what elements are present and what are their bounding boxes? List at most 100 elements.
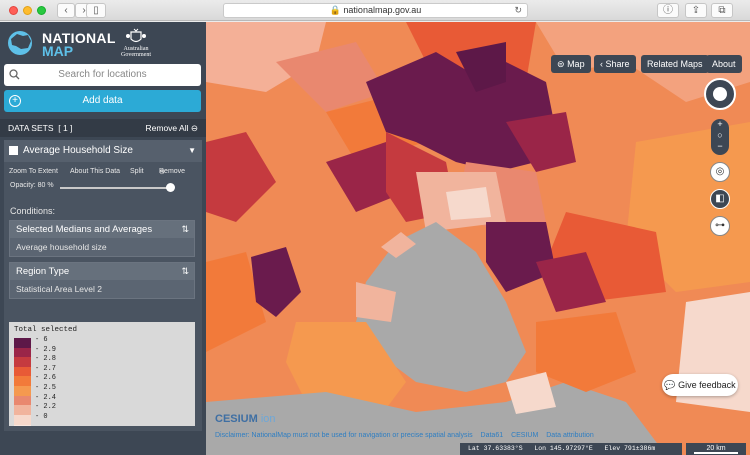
legend-label: - 2.9 xyxy=(35,345,57,354)
legend-label: - 2.2 xyxy=(35,403,57,412)
layer-panel: Average Household Size ▼ Zoom To Extent … xyxy=(4,140,202,431)
legend-label: - 2.8 xyxy=(35,355,57,364)
zoom-control: + ○ − xyxy=(711,119,729,155)
ion-logo-text: ion xyxy=(260,413,276,425)
locate-me-button[interactable]: ◎ xyxy=(710,162,730,182)
legend-label: - 2.5 xyxy=(35,384,57,392)
zoom-to-extent-link[interactable]: Zoom To Extent xyxy=(9,168,58,175)
cesium-ion-logo[interactable]: CESIUM ion xyxy=(215,413,276,425)
australia-globe-icon xyxy=(8,31,32,55)
feedback-label: Give feedback xyxy=(678,380,736,390)
map-settings-button[interactable]: ⊜ Map xyxy=(551,55,591,73)
related-maps-button[interactable]: Related Maps xyxy=(641,55,709,73)
about-button-label: About xyxy=(712,59,736,69)
layer-visibility-checkbox[interactable] xyxy=(9,146,18,155)
add-data-button[interactable]: + Add data xyxy=(4,90,201,112)
close-window-button[interactable] xyxy=(9,6,18,15)
info-button[interactable]: ⓘ xyxy=(657,3,679,18)
government-crest-icon xyxy=(126,28,146,43)
elevation-readout: Elev 791±386m xyxy=(604,445,656,452)
remove-layer-label: Remove xyxy=(159,168,186,175)
map-button-label: Map xyxy=(567,59,585,69)
address-bar[interactable]: 🔒 nationalmap.gov.au ↻ xyxy=(223,3,528,18)
opacity-label: Opacity: 80 % xyxy=(10,182,54,189)
tabs-button[interactable]: ⧉ xyxy=(711,3,733,18)
measure-tool-button[interactable]: ⊶ xyxy=(710,216,730,236)
layer-actions: Zoom To Extent About This Data Split Rem… xyxy=(4,168,202,180)
map-icon: ⊜ xyxy=(557,59,565,69)
about-button[interactable]: About xyxy=(706,55,742,73)
about-this-data-link[interactable]: About This Data xyxy=(70,168,121,175)
data61-link[interactable]: Data61 xyxy=(480,432,504,439)
measure-icon: ⊶ xyxy=(715,220,725,231)
cesium-logo-text: CESIUM xyxy=(215,413,258,425)
logo-map-text: MAP xyxy=(42,43,74,59)
opacity-slider[interactable] xyxy=(60,187,172,189)
cesium-attribution-link[interactable]: CESIUM xyxy=(511,432,539,439)
zoom-in-button[interactable]: + xyxy=(717,119,723,129)
give-feedback-button[interactable]: 💬 Give feedback xyxy=(662,374,738,396)
search-placeholder: Search for locations xyxy=(58,69,147,80)
feedback-icon: 💬 xyxy=(664,380,676,390)
legend-label: - 2.6 xyxy=(35,374,57,383)
legend-label: - 6 xyxy=(35,336,48,344)
choropleth-map[interactable] xyxy=(206,22,750,455)
url-text: nationalmap.gov.au xyxy=(343,5,422,15)
condition-title-text: Region Type xyxy=(16,266,70,277)
share-browser-button[interactable]: ⇪ xyxy=(685,3,707,18)
related-maps-label: Related Maps xyxy=(647,59,703,69)
opacity-slider-handle[interactable] xyxy=(166,183,175,192)
layer-header[interactable]: Average Household Size ▼ xyxy=(4,140,202,162)
zoom-out-button[interactable]: − xyxy=(717,141,723,151)
condition-title[interactable]: Region Type ⇅ xyxy=(10,263,194,280)
remove-all-label: Remove All xyxy=(145,123,189,133)
remove-all-icon: ⊖ xyxy=(190,123,198,133)
maximize-window-button[interactable] xyxy=(37,6,46,15)
layer-name: Average Household Size xyxy=(23,145,133,156)
adjust-icon[interactable]: ⇅ xyxy=(181,224,189,234)
legend-label: - 2.4 xyxy=(35,393,57,402)
government-text: Australian Government xyxy=(121,46,151,58)
share-icon: ‹ xyxy=(600,59,603,69)
back-button[interactable]: ‹ xyxy=(57,3,75,18)
coordinate-readout: Lat 37.63383°S Lon 145.97297°E Elev 791±… xyxy=(460,443,682,455)
reload-icon[interactable]: ↻ xyxy=(514,5,522,15)
datasets-header: DATA SETS [ 1 ] Remove All ⊖ xyxy=(0,119,206,137)
crosshair-icon: ◎ xyxy=(715,166,725,177)
scale-bar-line xyxy=(694,452,738,454)
split-icon: ◧ xyxy=(715,193,725,204)
compass-icon xyxy=(713,87,727,101)
australian-government-logo: Australian Government xyxy=(116,28,156,58)
data-attribution-link[interactable]: Data attribution xyxy=(546,432,594,439)
legend-title: Total selected xyxy=(14,326,78,334)
share-button[interactable]: ‹ Share xyxy=(594,55,636,73)
split-screen-button[interactable]: ◧ xyxy=(710,189,730,209)
minimize-window-button[interactable] xyxy=(23,6,32,15)
adjust-icon[interactable]: ⇅ xyxy=(181,266,189,276)
sidebar-toggle-icon[interactable]: ▯ xyxy=(86,3,106,18)
compass-control[interactable] xyxy=(704,78,736,110)
sidebar: NATIONAL MAP Australian Government Searc… xyxy=(0,22,206,455)
zoom-reset-button[interactable]: ○ xyxy=(717,130,723,140)
lock-icon: 🔒 xyxy=(329,5,341,15)
disclaimer-text[interactable]: Disclaimer: NationalMap must not be used… xyxy=(215,432,473,439)
datasets-count: [ 1 ] xyxy=(58,123,73,133)
map-view[interactable]: ⊜ Map ‹ Share Related Maps About xyxy=(206,22,750,455)
add-data-label: Add data xyxy=(82,95,123,106)
logo-national-text: NATIONAL xyxy=(42,30,116,46)
disclaimer: Disclaimer: NationalMap must not be used… xyxy=(215,432,600,439)
condition-title-text: Selected Medians and Averages xyxy=(16,224,153,235)
split-link[interactable]: Split xyxy=(130,168,144,175)
remove-all-button[interactable]: Remove All ⊖ xyxy=(146,119,199,137)
search-icon xyxy=(9,69,20,80)
legend-label: - 2.7 xyxy=(35,364,57,373)
search-input[interactable]: Search for locations xyxy=(4,64,201,86)
national-map-logo[interactable]: NATIONAL MAP xyxy=(6,28,115,59)
chevron-down-icon[interactable]: ▼ xyxy=(188,146,196,155)
condition-value[interactable]: Statistical Area Level 2 xyxy=(16,284,102,294)
condition-title[interactable]: Selected Medians and Averages ⇅ xyxy=(10,221,194,238)
condition-value[interactable]: Average household size xyxy=(16,242,107,252)
legend-swatch xyxy=(14,414,31,426)
longitude-readout: Lon 145.97297°E xyxy=(534,445,593,452)
share-button-label: Share xyxy=(605,59,630,69)
